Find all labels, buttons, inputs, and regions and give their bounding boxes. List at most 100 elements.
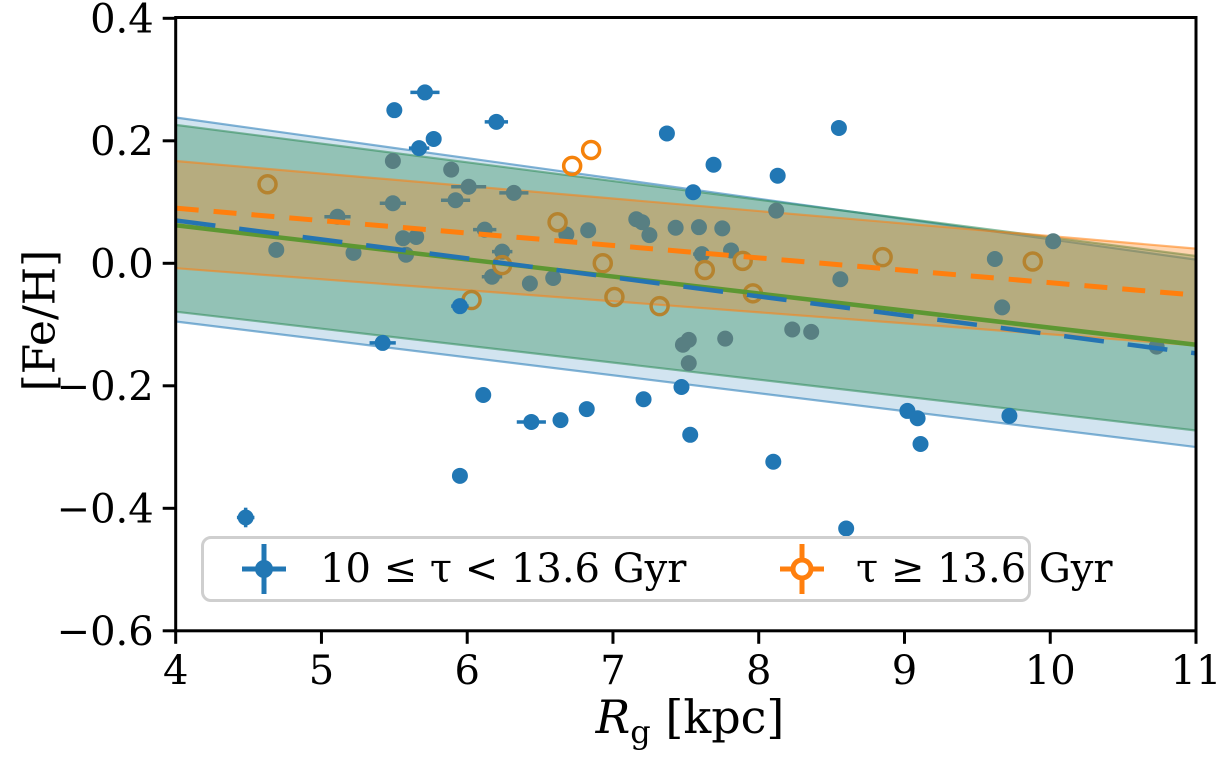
data-points (236, 84, 1018, 537)
data-point (580, 222, 597, 239)
data-point (592, 253, 614, 274)
data-point (705, 156, 722, 173)
data-point (408, 228, 425, 245)
legend-label-old-sample: τ ≥ 13.6 Gyr (856, 546, 1113, 592)
y-tick-label: −0.6 (57, 609, 154, 655)
data-point (374, 334, 391, 351)
data-point (909, 410, 926, 427)
data-point (425, 130, 442, 147)
data-point (765, 453, 782, 470)
orange-confidence-band-upper-edge (175, 159, 1197, 250)
data-point (578, 401, 595, 418)
data-point (634, 214, 651, 231)
muted-data-points (257, 153, 1165, 372)
x-tick-label: 9 (892, 648, 917, 694)
data-point (768, 202, 785, 219)
data-point (658, 125, 675, 142)
data-point (693, 246, 710, 263)
data-point (830, 119, 847, 136)
green-confidence-band-lower-edge (175, 310, 1197, 432)
data-point (680, 331, 697, 348)
data-point (545, 270, 562, 286)
data-point (523, 413, 540, 430)
data-point (561, 155, 583, 177)
fit-lines (175, 205, 1197, 356)
data-point (384, 153, 401, 170)
data-point (443, 161, 460, 178)
data-point (384, 195, 401, 212)
y-tick-label: −0.2 (57, 364, 154, 410)
data-point (784, 321, 801, 338)
data-point (505, 184, 522, 201)
y-tick-label: −0.4 (57, 486, 154, 532)
data-point (451, 298, 468, 315)
data-point (488, 113, 505, 130)
confidence-bands (175, 116, 1197, 449)
x-tick-label: 11 (1171, 648, 1219, 694)
data-point (547, 212, 568, 233)
x-tick-label: 5 (309, 648, 334, 694)
axes: 4 5 6 7 8 9 10 11 0.4 0.2 0.0 −0.2 −0.4 −0.6 (57, 0, 1219, 694)
data-point (345, 244, 362, 261)
data-point (732, 250, 753, 272)
orange-fit-line (175, 205, 1197, 298)
data-point (460, 178, 477, 195)
data-point (994, 299, 1011, 316)
data-point (580, 139, 602, 161)
data-point (604, 286, 625, 308)
x-tick-label: 10 (1025, 648, 1076, 694)
blue-fit-line (175, 218, 1197, 356)
data-point (649, 295, 670, 317)
data-point (912, 435, 929, 452)
y-tick-label: 0.2 (90, 119, 154, 165)
data-point (395, 230, 412, 247)
data-point (416, 84, 433, 101)
x-axis-label-subscript: g (630, 713, 651, 752)
x-axis-label-unit: [kpc] (650, 690, 785, 744)
data-point (411, 140, 428, 157)
x-tick-label: 6 (454, 648, 479, 694)
x-axis-label-symbol: R (595, 690, 631, 744)
data-point (872, 246, 893, 268)
data-point (451, 467, 468, 484)
y-tick-label: 0.0 (90, 241, 154, 287)
data-point (641, 227, 658, 244)
data-point (832, 271, 849, 288)
y-tick-label: 0.4 (90, 0, 154, 42)
x-tick-label: 7 (600, 648, 625, 694)
x-tick-label: 4 (163, 648, 188, 694)
data-point (685, 184, 702, 201)
data-point (494, 243, 511, 260)
x-tick-label: 8 (746, 648, 771, 694)
data-point (237, 509, 254, 526)
data-point (475, 386, 492, 403)
data-point (1022, 251, 1044, 272)
green-confidence-band (175, 124, 1196, 431)
data-point (803, 323, 820, 340)
data-point (268, 241, 285, 258)
blue-confidence-band-upper-edge (175, 116, 1197, 261)
legend-marker-blue-errorbar-icon (242, 544, 286, 594)
data-point (667, 219, 684, 236)
data-point (690, 219, 707, 236)
y-axis-label: [Fe/H] (14, 249, 66, 392)
data-point (521, 275, 538, 292)
data-point (838, 520, 855, 537)
data-point (680, 355, 697, 372)
x-axis-label: Rg [kpc] (430, 690, 950, 751)
legend-label-young-sample: 10 ≤ τ < 13.6 Gyr (320, 546, 687, 592)
legend-marker-orange-errorbar-icon (780, 544, 824, 594)
data-point (769, 167, 786, 184)
blue-confidence-band (175, 117, 1196, 448)
data-point (986, 251, 1003, 268)
data-point (552, 412, 569, 429)
plot-border (174, 16, 1198, 633)
data-point (717, 330, 734, 347)
data-point (1001, 407, 1018, 424)
legend: 10 ≤ τ < 13.6 Gyr τ ≥ 13.6 Gyr (201, 536, 1113, 602)
data-point (682, 426, 699, 443)
data-point (447, 192, 464, 209)
data-point (1045, 233, 1062, 250)
